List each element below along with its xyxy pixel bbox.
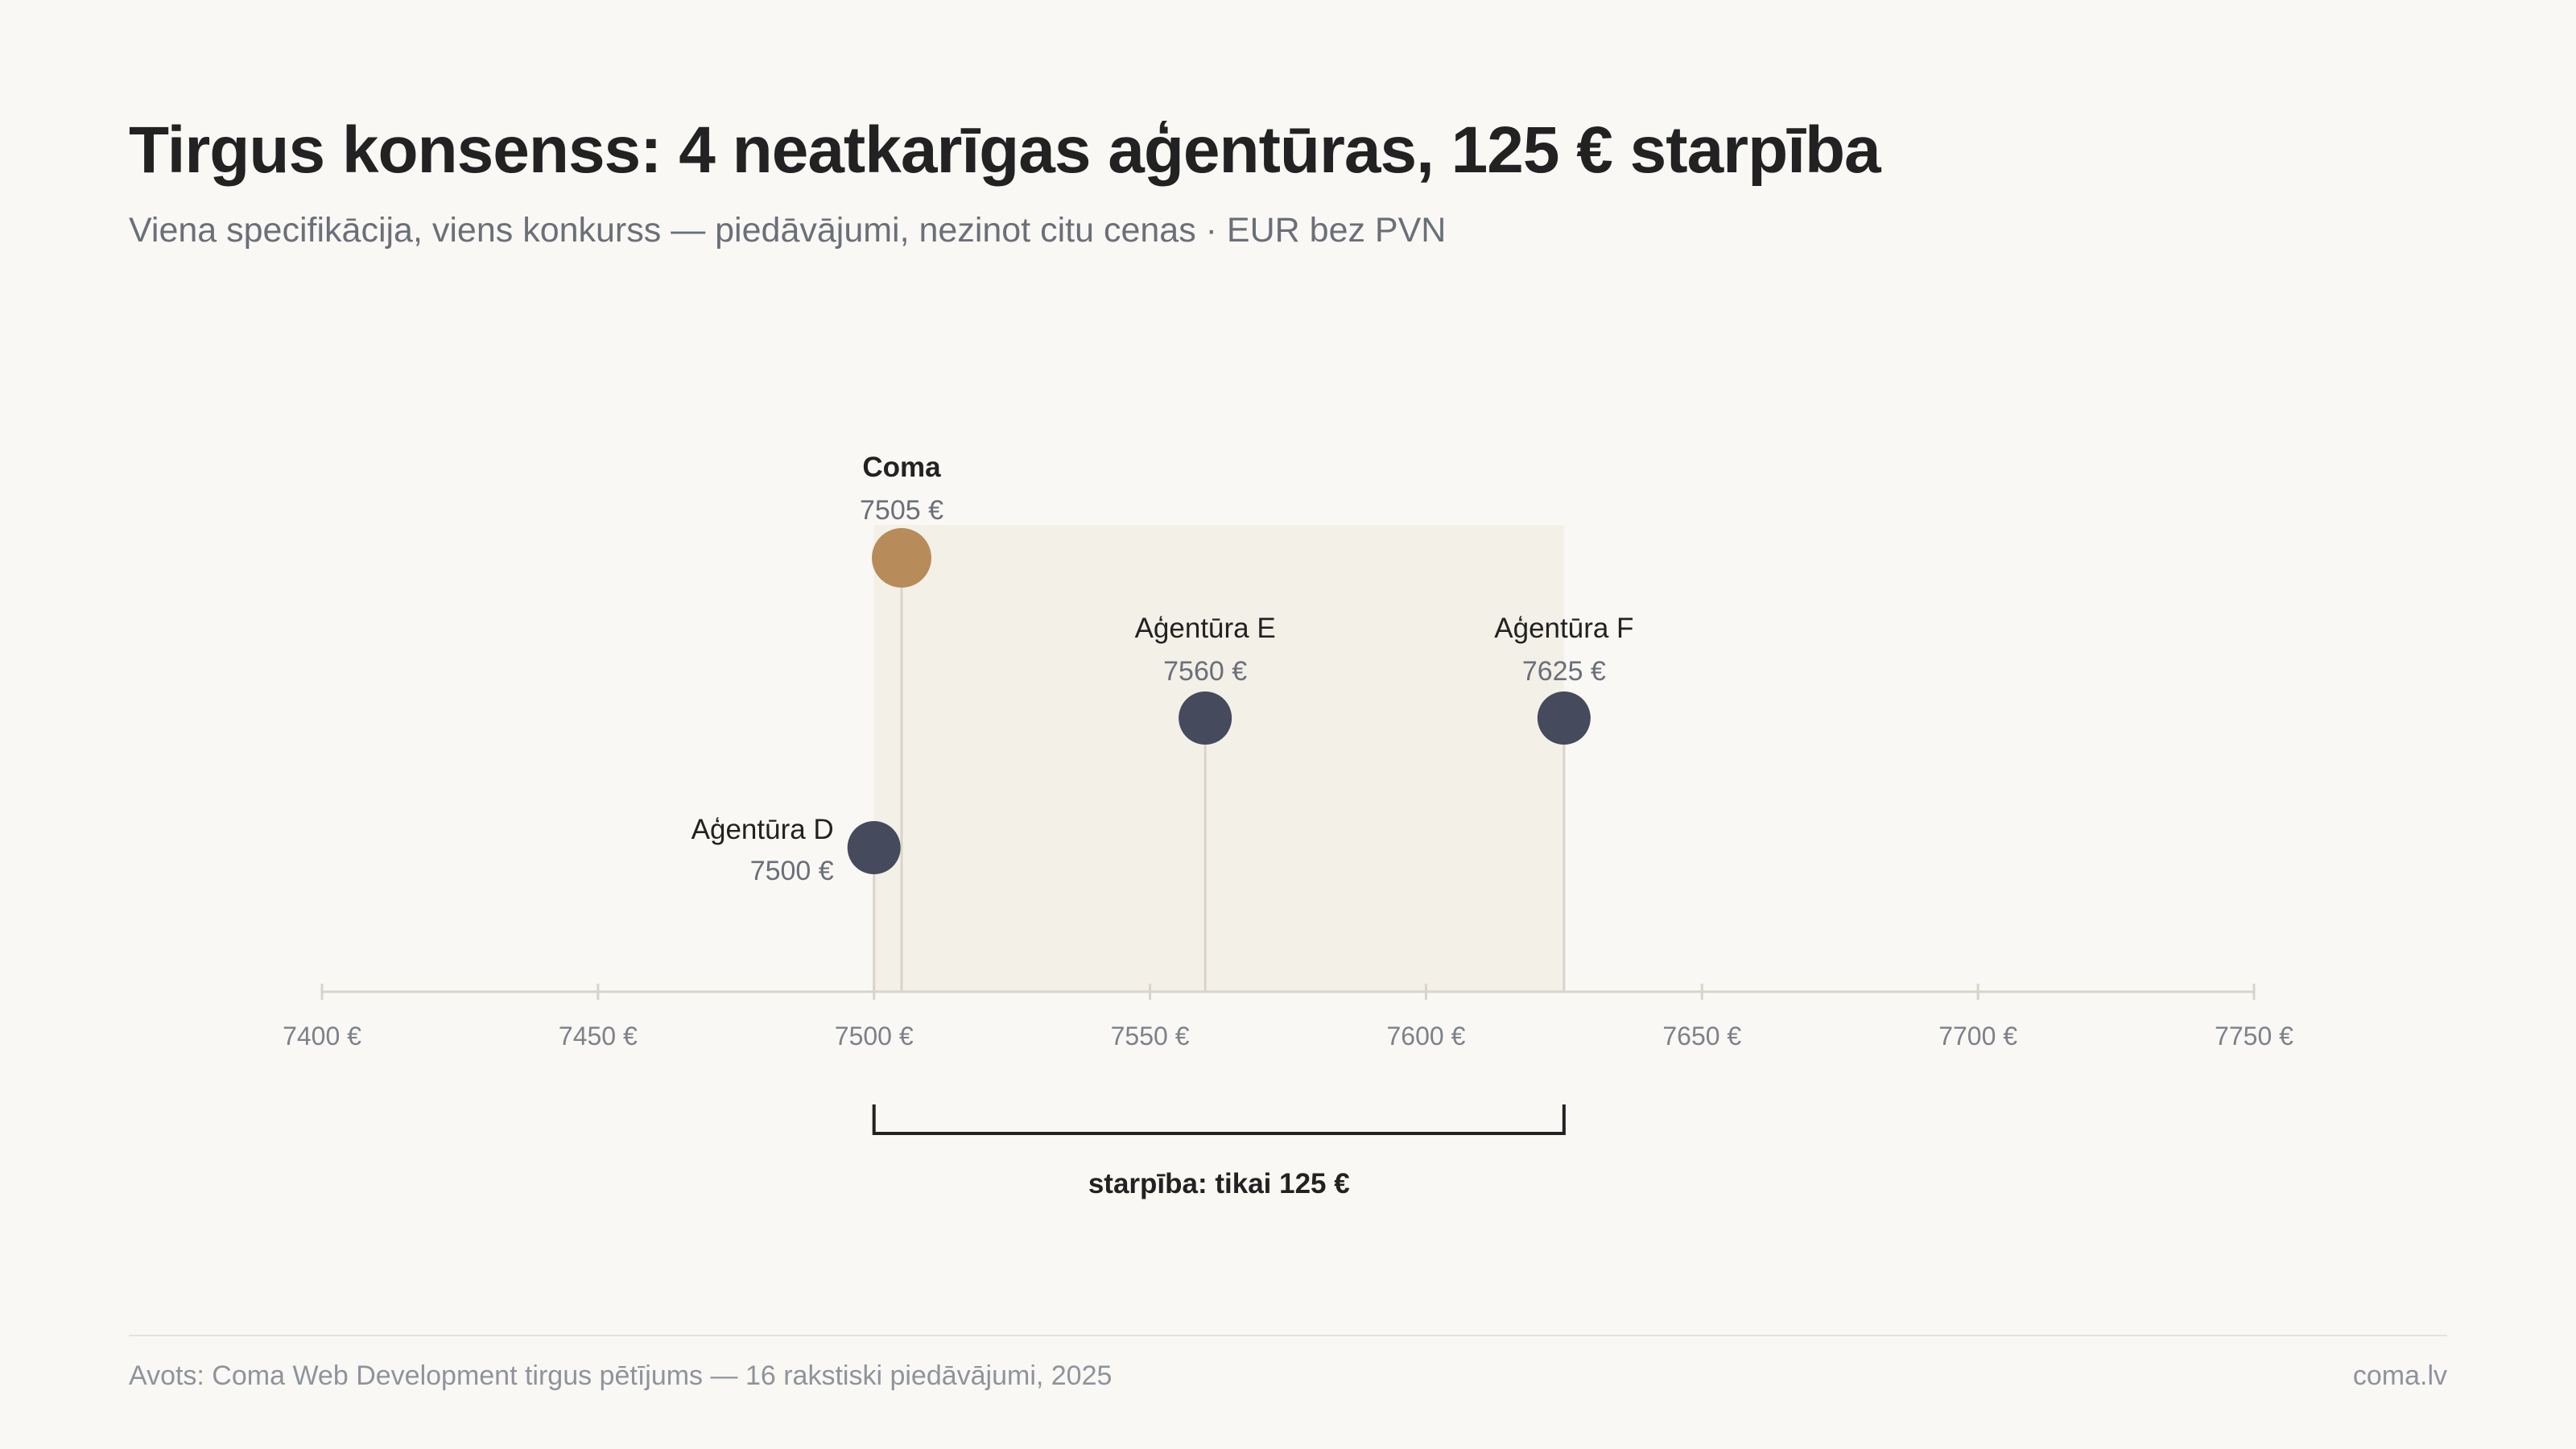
tick-label: 7450 € <box>559 1022 638 1051</box>
point-value-label: 7560 € <box>1163 656 1247 687</box>
tick-label: 7700 € <box>1938 1022 2017 1051</box>
point-coma <box>872 528 931 588</box>
point-value-label: 7500 € <box>750 856 834 886</box>
point-value-label: 7625 € <box>1522 656 1606 687</box>
footer-divider <box>129 1335 2447 1336</box>
points-layer <box>847 528 1591 874</box>
range-label: starpība: tikai 125 € <box>1088 1168 1350 1199</box>
bracket-line <box>872 1104 1566 1135</box>
x-axis: 7400 € 7450 € 7500 € 7550 € 7600 € 7650 € 7700… <box>283 984 2293 1051</box>
range-band-layer <box>873 525 1564 992</box>
range-bracket: starpība: tikai 125 € <box>872 1104 1566 1199</box>
point-name-label: Aģentūra F <box>1494 613 1633 644</box>
tick-label: 7750 € <box>2215 1022 2293 1051</box>
footer-site-link[interactable]: coma.lv <box>2352 1360 2447 1391</box>
tick-label: 7550 € <box>1111 1022 1190 1051</box>
tick-label: 7600 € <box>1386 1022 1465 1051</box>
point-name-label: Aģentūra E <box>1135 613 1276 644</box>
tick-label: 7650 € <box>1662 1022 1741 1051</box>
point-a-ent-ra-f <box>1537 691 1591 745</box>
point-name-label: Coma <box>862 452 941 483</box>
point-value-label: 7505 € <box>860 495 943 526</box>
point-a-ent-ra-e <box>1179 691 1232 745</box>
tick-label: 7500 € <box>835 1022 914 1051</box>
point-a-ent-ra-d <box>847 821 901 874</box>
footer-source: Avots: Coma Web Development tirgus pētīj… <box>129 1360 1113 1391</box>
range-band <box>873 525 1564 992</box>
chart-title: Tirgus konsenss: 4 neatkarīgas aģentūras… <box>129 114 1881 187</box>
point-name-label: Aģentūra D <box>691 814 834 845</box>
point-labels-layer: Coma 7505 € Aģentūra D 7500 € Aģentūra E 7560… <box>691 452 1634 886</box>
chart-subtitle: Viena specifikācija, viens konkurss — pi… <box>129 211 1447 250</box>
price-chart: 7400 € 7450 € 7500 € 7550 € 7600 € 7650 € 7700… <box>283 452 2293 1199</box>
tick-label: 7400 € <box>283 1022 361 1051</box>
